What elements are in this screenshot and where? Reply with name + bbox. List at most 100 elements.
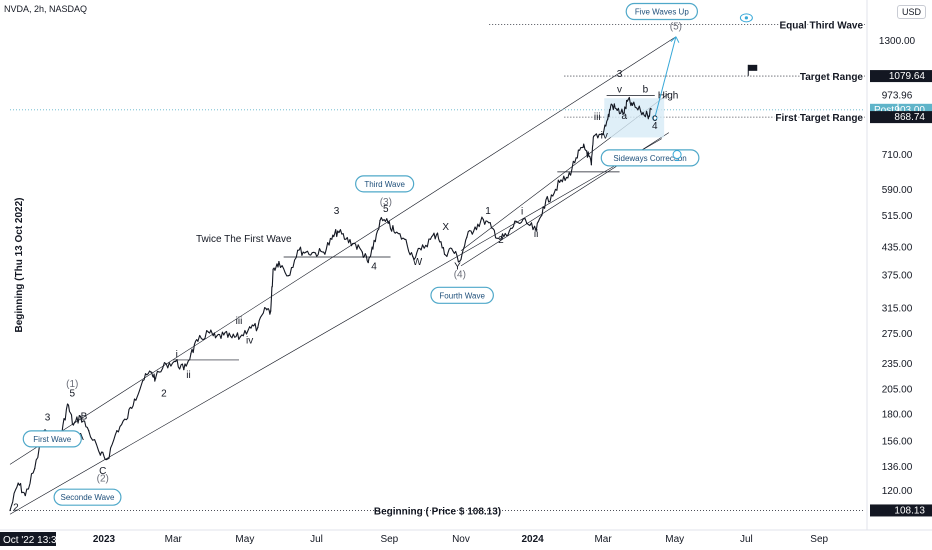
price-point <box>214 337 217 339</box>
price-point <box>331 238 333 240</box>
price-point <box>586 150 588 152</box>
x-axis: 2023 Mar May Jul Sep Nov 2024 Mar May Jul Sep Oct '… <box>0 529 932 546</box>
lightbulb-icon[interactable] <box>672 150 682 160</box>
level-label: Equal Third Wave <box>779 20 863 31</box>
wave-label: (1) <box>66 379 78 390</box>
level-label: Target Range <box>800 72 864 83</box>
x-tick-label: Mar <box>594 534 612 545</box>
wave-label: (3) <box>380 197 392 208</box>
price-point <box>150 371 152 373</box>
price-point <box>72 424 75 426</box>
price-point <box>490 227 493 229</box>
price-point <box>248 326 251 328</box>
price-point <box>79 415 82 417</box>
y-tick-label: 120.00 <box>882 486 913 497</box>
y-tick-label: 180.00 <box>882 409 913 420</box>
y-tick-label: 136.00 <box>882 462 913 473</box>
callout-bubble[interactable] <box>625 2 699 21</box>
price-point <box>404 238 406 240</box>
price-point <box>623 111 625 114</box>
channel-line <box>9 36 677 465</box>
price-point <box>650 108 652 110</box>
price-point <box>593 135 595 137</box>
price-point <box>616 109 618 112</box>
price-badge-text: 1079.64 <box>889 71 926 82</box>
price-point <box>474 226 476 228</box>
price-point <box>278 261 280 263</box>
price-point <box>601 133 603 135</box>
price-point <box>133 398 136 400</box>
level-label: First Target Range <box>775 113 863 124</box>
callout-bubble[interactable] <box>430 286 494 304</box>
y-tick-label: 235.00 <box>882 359 913 370</box>
wave-label: (4) <box>454 270 466 281</box>
price-point <box>34 467 36 470</box>
price-line <box>9 96 652 511</box>
wave-label: iv <box>246 335 253 346</box>
wave-label: (2) <box>97 474 109 485</box>
price-series <box>9 96 652 512</box>
callout-bubble[interactable] <box>355 175 415 193</box>
price-point <box>466 236 468 238</box>
wave-callouts[interactable]: First Wave Seconde Wave Third Wave Fourth W… <box>22 2 758 506</box>
price-point <box>99 454 102 456</box>
price-badge <box>870 504 932 517</box>
x-tick-label: May <box>235 534 254 545</box>
y-tick-label: 710.00 <box>882 150 913 161</box>
price-point <box>379 220 381 222</box>
callout-label: Fourth Wave <box>439 291 485 300</box>
price-point <box>345 238 347 240</box>
price-point <box>361 251 363 253</box>
callout-label: Third Wave <box>364 180 405 189</box>
callout-bubble[interactable] <box>22 430 82 448</box>
y-tick-label: 315.00 <box>882 304 913 315</box>
price-badge <box>870 70 932 83</box>
price-point <box>272 268 274 270</box>
price-point <box>297 249 299 251</box>
price-point <box>197 340 199 342</box>
price-point <box>627 99 629 101</box>
price-point <box>372 248 374 250</box>
price-point <box>582 146 584 148</box>
wave-label: b <box>643 84 649 95</box>
price-point <box>116 430 118 432</box>
wave-label: C <box>99 466 106 477</box>
wave-label: W <box>413 257 423 268</box>
price-point <box>270 310 272 312</box>
wave-label: 3 <box>334 206 340 217</box>
low-label: Low <box>873 505 892 516</box>
currency-button[interactable]: USD <box>896 5 926 19</box>
y-tick-label: 275.00 <box>882 329 913 340</box>
wave-label: i <box>521 206 523 217</box>
price-point <box>459 260 461 262</box>
price-point <box>165 363 167 365</box>
price-point <box>567 177 569 179</box>
wave-label: 4 <box>652 121 658 132</box>
price-badge-text: 868.74 <box>894 112 925 123</box>
symbol-header[interactable]: NVDA, 2h, NASDAQ <box>4 4 88 14</box>
wave-label: 2 <box>161 388 167 399</box>
price-point <box>542 206 544 208</box>
price-point <box>257 326 259 329</box>
price-point <box>24 494 26 497</box>
y-tick-label: 435.00 <box>882 243 913 254</box>
price-point <box>499 238 501 240</box>
price-point <box>550 194 553 196</box>
price-point <box>526 222 528 224</box>
projection-start-point <box>652 115 658 121</box>
price-point <box>575 157 577 159</box>
price-point <box>17 482 19 484</box>
flag-icon[interactable] <box>748 64 758 71</box>
wave-label: 5 <box>383 204 389 215</box>
callout-label: Seconde Wave <box>61 493 116 502</box>
price-point <box>155 377 157 379</box>
y-tick-label: 515.00 <box>882 211 913 222</box>
callout-bubble[interactable] <box>53 488 122 506</box>
price-point <box>305 251 307 253</box>
price-point <box>9 509 11 512</box>
price-point <box>125 418 127 421</box>
price-point <box>559 181 561 183</box>
y-tick-label: 375.00 <box>882 271 913 282</box>
